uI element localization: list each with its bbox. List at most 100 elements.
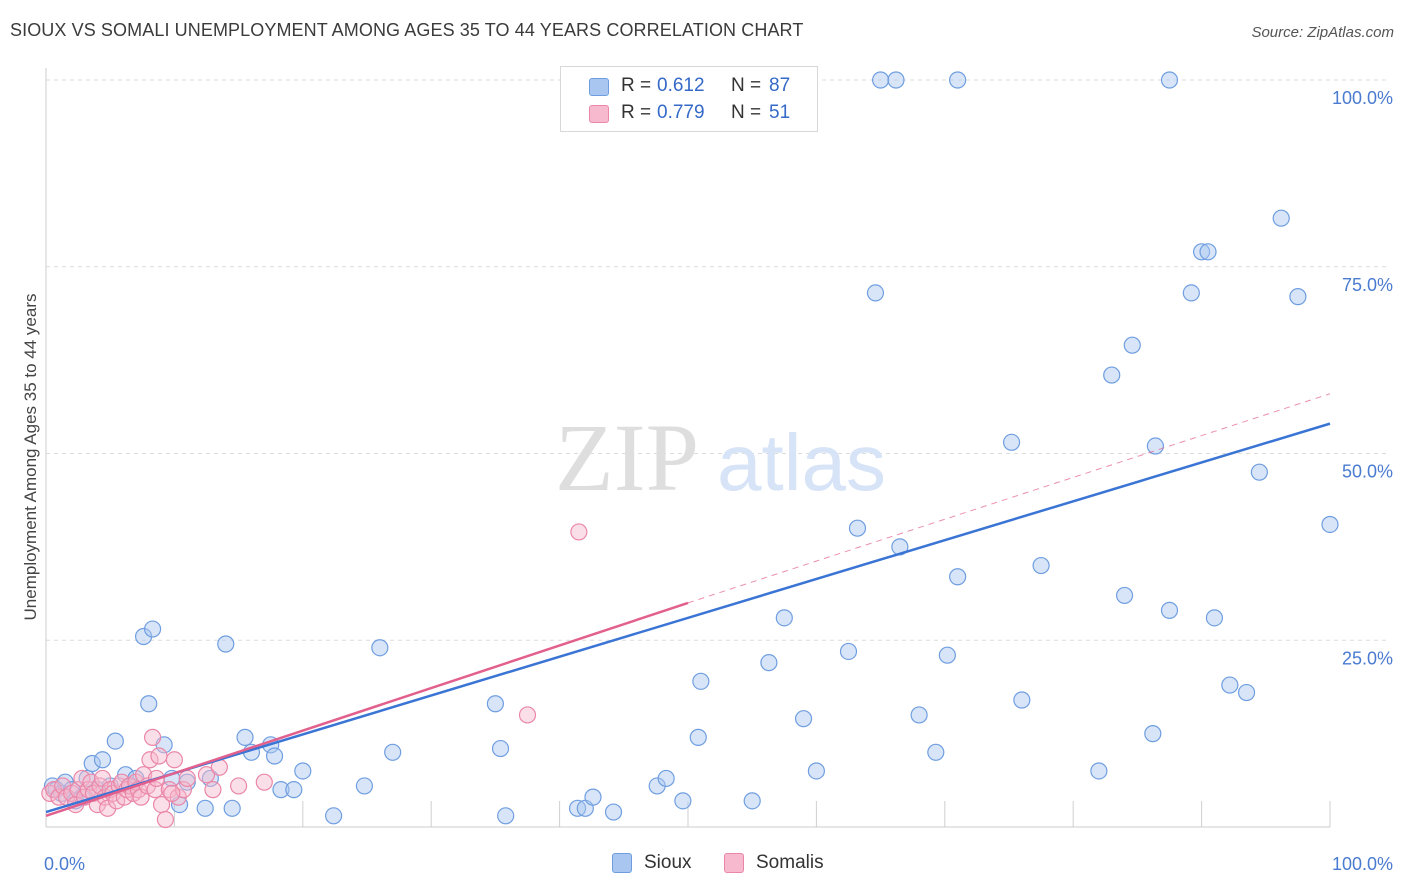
sioux-point [196,799,214,817]
sioux-point [839,642,858,661]
sioux-point [775,609,793,627]
x-tick-label: 100.0% [1332,854,1393,874]
sioux-point [887,71,905,89]
sioux-point [93,751,112,769]
sioux-point [1205,609,1224,627]
somalis-swatch [589,105,609,123]
sioux-point [486,695,504,713]
sioux-point [217,635,235,653]
sioux-point [1103,366,1121,384]
sioux-point [848,519,867,537]
somalis-n-label: N = [731,102,762,123]
somalis-legend-label: Somalis [756,852,824,873]
sioux-point [325,807,343,825]
somalis-point [570,523,588,541]
sioux-point [1160,601,1179,619]
sioux-point [938,646,956,664]
gridlines [45,79,1390,827]
sioux-point [223,799,241,817]
somalis-point [141,751,159,769]
sioux-trend-line [45,422,1331,814]
sioux-point [1146,437,1164,455]
sioux-point [584,788,602,806]
sioux-point [1272,209,1290,227]
sioux-point [272,781,290,799]
sioux-point [1250,463,1268,481]
sioux-point [83,754,101,773]
somalis-point [197,766,216,784]
sioux-point [689,728,707,746]
sioux-point [1002,433,1021,451]
sioux-swatch [589,78,609,96]
watermark-atlas: atlas [717,418,886,507]
somalis-trend-line [45,601,689,817]
sioux-point [1199,243,1217,261]
somalis-point [178,769,196,788]
sioux-point [927,743,945,761]
sioux-point [692,672,710,690]
sioux-point [949,71,967,89]
somalis-point [150,747,168,765]
sioux-point [371,639,389,657]
somalis-point [255,773,273,791]
x-tick-label: 0.0% [44,854,85,874]
sioux-legend-swatch [612,853,632,873]
sioux-point [265,747,284,765]
sioux-point [1144,725,1162,743]
sioux-point [143,620,162,638]
sioux-point [106,732,124,750]
sioux-point [866,284,885,302]
sioux-point [807,762,826,780]
somalis-point [165,751,183,769]
sioux-legend-label: Sioux [644,852,692,873]
y-tick-label: 50.0% [1342,462,1393,482]
sioux-point [355,777,374,795]
sioux-r-label: R = [621,75,652,96]
sioux-point [743,792,761,810]
y-axis-label: Unemployment Among Ages 35 to 44 years [21,294,40,621]
sioux-point [1321,515,1339,534]
sioux-n-label: N = [731,75,762,96]
sioux-point [1192,243,1211,261]
watermark-zip: ZIP [555,404,699,511]
somalis-point [143,728,162,746]
sioux-point [760,654,778,672]
somalis-r-value: 0.779 [657,102,705,123]
somalis-point [230,777,248,795]
tick-labels: 25.0% 50.0% 75.0% 100.0% 0.0% 100.0% [44,88,1393,874]
sioux-point [794,710,813,728]
sioux-point [604,803,623,821]
sioux-point [285,781,303,799]
sioux-point [1221,676,1239,694]
sioux-point [497,807,515,825]
somalis-point [518,706,537,724]
y-tick-label: 100.0% [1332,88,1393,108]
somalis-r-label: R = [621,102,652,123]
sioux-point [949,568,967,586]
somalis-point [204,781,222,799]
sioux-point [491,739,510,758]
watermark: ZIP atlas [555,404,886,511]
axes [45,68,1330,828]
source-credit: Source: ZipAtlas.com [1251,24,1394,41]
sioux-point [1032,556,1050,575]
sioux-point [871,71,890,89]
sioux-point [1123,336,1141,354]
somalis-n-value: 51 [769,102,791,123]
y-tick-label: 25.0% [1342,648,1393,668]
chart-title: SIOUX VS SOMALI UNEMPLOYMENT AMONG AGES … [10,20,804,40]
sioux-point [1013,691,1031,709]
sioux-point [236,728,254,746]
somalis-trend-extension [687,393,1331,604]
sioux-point [674,792,692,810]
sioux-point [910,706,928,724]
sioux-point [384,743,402,761]
sioux-point [1289,288,1307,306]
correlation-legend: R = 0.612 N = 87 R = 0.779 N = 51 [560,66,818,132]
sioux-n-value: 87 [769,75,791,96]
y-tick-label: 75.0% [1342,275,1393,295]
somalis-points [41,523,588,829]
sioux-point [140,695,158,713]
somalis-legend-swatch [724,853,744,873]
